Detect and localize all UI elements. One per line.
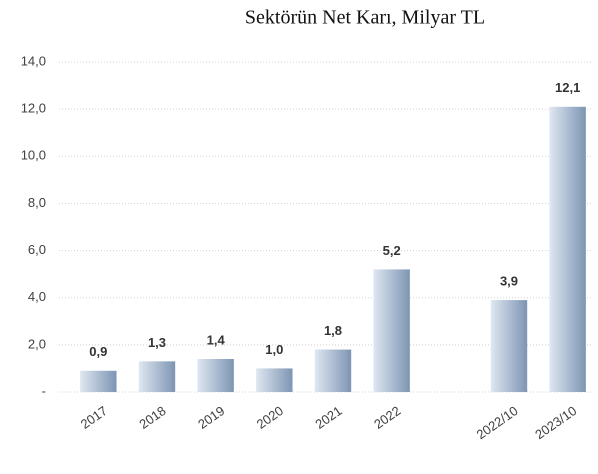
value-label: 3,9 (500, 274, 518, 289)
bar (314, 349, 352, 392)
x-tick-label: 2022 (371, 403, 403, 432)
value-label: 1,4 (207, 332, 226, 347)
x-tick-label: 2018 (136, 403, 168, 432)
y-tick-label: - (42, 383, 46, 398)
y-tick-label: 12,0 (21, 101, 46, 116)
x-tick-label: 2022/10 (474, 403, 521, 442)
bar (549, 106, 586, 393)
x-tick-label: 2017 (78, 403, 110, 432)
chart-title: Sektörün Net Karı, Milyar TL (245, 7, 485, 29)
bar (80, 370, 117, 392)
value-label: 1,8 (324, 323, 342, 338)
value-label: 12,1 (555, 80, 580, 95)
bar (197, 359, 234, 392)
x-tick-label: 2019 (195, 403, 227, 432)
value-label: 1,0 (265, 342, 283, 357)
bar (138, 361, 176, 392)
x-tick-label: 2020 (254, 403, 286, 432)
bar (256, 368, 293, 392)
value-label: 1,3 (148, 335, 166, 350)
bar (373, 269, 410, 392)
bar (490, 300, 528, 392)
y-tick-label: 6,0 (28, 242, 46, 257)
value-label: 5,2 (383, 243, 401, 258)
y-tick-label: 2,0 (28, 336, 46, 351)
y-tick-label: 10,0 (21, 148, 46, 163)
x-tick-label: 2023/10 (532, 403, 579, 442)
y-tick-label: 14,0 (21, 53, 46, 68)
y-tick-label: 4,0 (28, 289, 46, 304)
value-label: 0,9 (89, 344, 107, 359)
y-tick-label: 8,0 (28, 195, 46, 210)
x-tick-label: 2021 (312, 403, 344, 432)
